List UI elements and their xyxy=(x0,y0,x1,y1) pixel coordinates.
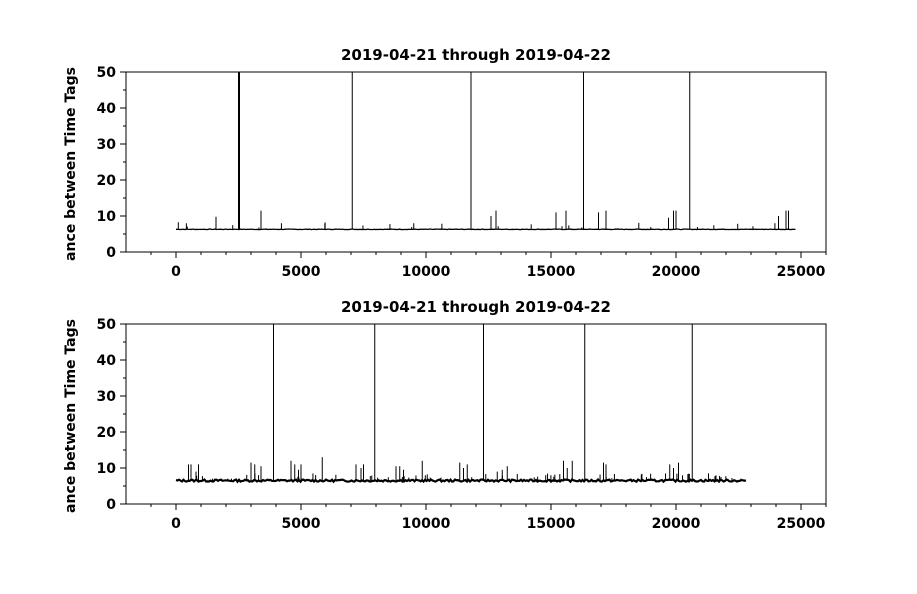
y-tick-label: 30 xyxy=(97,137,117,153)
x-tick-label: 20000 xyxy=(652,264,701,280)
chart-title: 2019-04-21 through 2019-04-22 xyxy=(341,46,611,64)
x-tick-label: 15000 xyxy=(527,516,576,532)
x-tick-label: 0 xyxy=(171,264,181,280)
plot-frame xyxy=(125,71,827,253)
y-tick-label: 10 xyxy=(97,461,117,477)
x-tick-label: 10000 xyxy=(402,516,451,532)
series-baseline xyxy=(175,228,796,231)
x-tick-label: 5000 xyxy=(282,516,321,532)
y-tick-label: 0 xyxy=(106,245,116,261)
x-tick-label: 10000 xyxy=(402,264,451,280)
y-tick-label: 50 xyxy=(97,65,117,81)
chart-panel-bottom: 2019-04-21 through 2019-04-22 ance betwe… xyxy=(63,298,827,532)
y-tick-label: 50 xyxy=(97,317,117,333)
y-axis-label: ance between Time Tags xyxy=(63,319,79,513)
y-tick-label: 20 xyxy=(97,425,117,441)
y-tick-label: 0 xyxy=(106,497,116,513)
y-tick-label: 30 xyxy=(97,389,117,405)
y-tick-label: 10 xyxy=(97,209,117,225)
y-tick-label: 40 xyxy=(97,353,117,369)
y-tick-label: 20 xyxy=(97,173,117,189)
chart-title: 2019-04-21 through 2019-04-22 xyxy=(341,298,611,316)
y-tick-label: 40 xyxy=(97,101,117,117)
x-tick-label: 25000 xyxy=(777,264,826,280)
x-tick-label: 5000 xyxy=(282,264,321,280)
chart-panel-top: 2019-04-21 through 2019-04-22 ance betwe… xyxy=(63,46,827,280)
series-minor-spikes xyxy=(177,222,776,230)
series-minor-spikes xyxy=(196,473,742,481)
x-tick-label: 20000 xyxy=(652,516,701,532)
x-tick-label: 15000 xyxy=(527,264,576,280)
x-tick-label: 25000 xyxy=(777,516,826,532)
y-axis-label: ance between Time Tags xyxy=(63,67,79,261)
x-tick-label: 0 xyxy=(171,516,181,532)
